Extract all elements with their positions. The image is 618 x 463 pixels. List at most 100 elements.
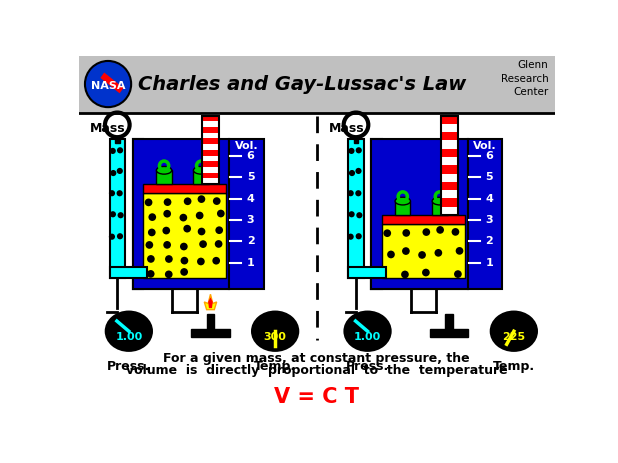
- Circle shape: [198, 195, 205, 203]
- Bar: [206, 313, 214, 329]
- Circle shape: [347, 190, 353, 196]
- Polygon shape: [205, 294, 217, 310]
- Circle shape: [85, 61, 131, 107]
- Text: Vol.: Vol.: [234, 141, 258, 151]
- Circle shape: [109, 190, 115, 196]
- Bar: [202, 116, 219, 184]
- Text: NASA: NASA: [91, 81, 125, 91]
- Circle shape: [163, 241, 171, 249]
- Bar: [441, 124, 458, 132]
- Bar: [191, 329, 230, 337]
- Circle shape: [180, 257, 188, 264]
- Bar: [143, 194, 226, 278]
- Text: Glenn
Research
Center: Glenn Research Center: [501, 61, 549, 97]
- Bar: [441, 157, 458, 165]
- Bar: [115, 136, 120, 144]
- Text: 6: 6: [247, 150, 255, 161]
- Circle shape: [349, 148, 355, 154]
- Bar: [432, 201, 447, 215]
- Bar: [202, 161, 219, 167]
- Circle shape: [215, 240, 222, 248]
- Bar: [202, 138, 219, 144]
- Bar: [202, 127, 219, 133]
- Bar: [441, 116, 458, 124]
- Circle shape: [347, 234, 353, 240]
- Bar: [202, 133, 219, 138]
- Bar: [441, 149, 458, 157]
- Ellipse shape: [491, 312, 537, 351]
- Text: 1.00: 1.00: [115, 332, 143, 342]
- Bar: [441, 132, 458, 140]
- Bar: [202, 116, 219, 121]
- Ellipse shape: [193, 166, 209, 174]
- Circle shape: [197, 257, 205, 265]
- Text: Temp.: Temp.: [493, 361, 535, 374]
- Bar: [202, 150, 219, 156]
- Circle shape: [422, 269, 430, 276]
- Polygon shape: [208, 297, 213, 308]
- Text: 1: 1: [485, 258, 493, 268]
- Circle shape: [454, 270, 462, 278]
- Bar: [441, 174, 458, 182]
- Text: Vol.: Vol.: [473, 141, 497, 151]
- Circle shape: [165, 255, 173, 263]
- Bar: [133, 139, 229, 289]
- Text: V = C T: V = C T: [274, 387, 359, 407]
- Bar: [156, 170, 172, 184]
- Text: Mass: Mass: [90, 122, 126, 135]
- Bar: [430, 329, 468, 337]
- Bar: [202, 121, 219, 127]
- Circle shape: [180, 268, 188, 276]
- Bar: [382, 215, 465, 224]
- Bar: [109, 267, 147, 278]
- Circle shape: [109, 148, 116, 154]
- Bar: [202, 178, 219, 184]
- Text: 4: 4: [485, 194, 493, 204]
- Circle shape: [148, 229, 156, 236]
- Circle shape: [434, 249, 442, 257]
- Text: Charles and Gay-Lussac's Law: Charles and Gay-Lussac's Law: [138, 75, 466, 94]
- Bar: [229, 139, 264, 289]
- Circle shape: [145, 199, 153, 206]
- Text: volume  is  directly  proportional  to  the  temperature: volume is directly proportional to the t…: [126, 363, 507, 376]
- Text: Press.: Press.: [346, 361, 389, 374]
- Bar: [371, 278, 468, 289]
- Text: 6: 6: [485, 150, 493, 161]
- Text: 2: 2: [247, 237, 255, 246]
- Circle shape: [164, 198, 171, 206]
- Circle shape: [196, 212, 203, 219]
- Circle shape: [349, 211, 355, 217]
- Text: 300: 300: [264, 332, 287, 342]
- Bar: [109, 139, 125, 278]
- Ellipse shape: [395, 197, 410, 205]
- Circle shape: [110, 170, 116, 176]
- Ellipse shape: [156, 166, 172, 174]
- Bar: [202, 156, 219, 161]
- Circle shape: [356, 212, 362, 219]
- Circle shape: [402, 247, 410, 255]
- Circle shape: [423, 228, 430, 236]
- Circle shape: [163, 210, 171, 218]
- Circle shape: [179, 214, 187, 221]
- Bar: [441, 206, 458, 215]
- Circle shape: [355, 233, 362, 239]
- Bar: [202, 144, 219, 150]
- Text: 1.00: 1.00: [354, 332, 381, 342]
- Circle shape: [356, 147, 362, 153]
- Circle shape: [117, 212, 124, 219]
- Bar: [441, 116, 458, 215]
- Bar: [143, 184, 226, 194]
- Bar: [349, 139, 364, 278]
- Circle shape: [198, 228, 205, 235]
- Circle shape: [184, 197, 192, 205]
- Text: 225: 225: [502, 332, 525, 342]
- Text: Temp.: Temp.: [254, 361, 296, 374]
- Bar: [371, 139, 468, 289]
- Polygon shape: [100, 73, 124, 93]
- Text: For a given mass, at constant pressure, the: For a given mass, at constant pressure, …: [163, 352, 470, 365]
- Ellipse shape: [432, 197, 447, 205]
- Circle shape: [148, 213, 156, 221]
- Circle shape: [436, 226, 444, 234]
- Circle shape: [180, 243, 188, 250]
- Circle shape: [402, 229, 410, 237]
